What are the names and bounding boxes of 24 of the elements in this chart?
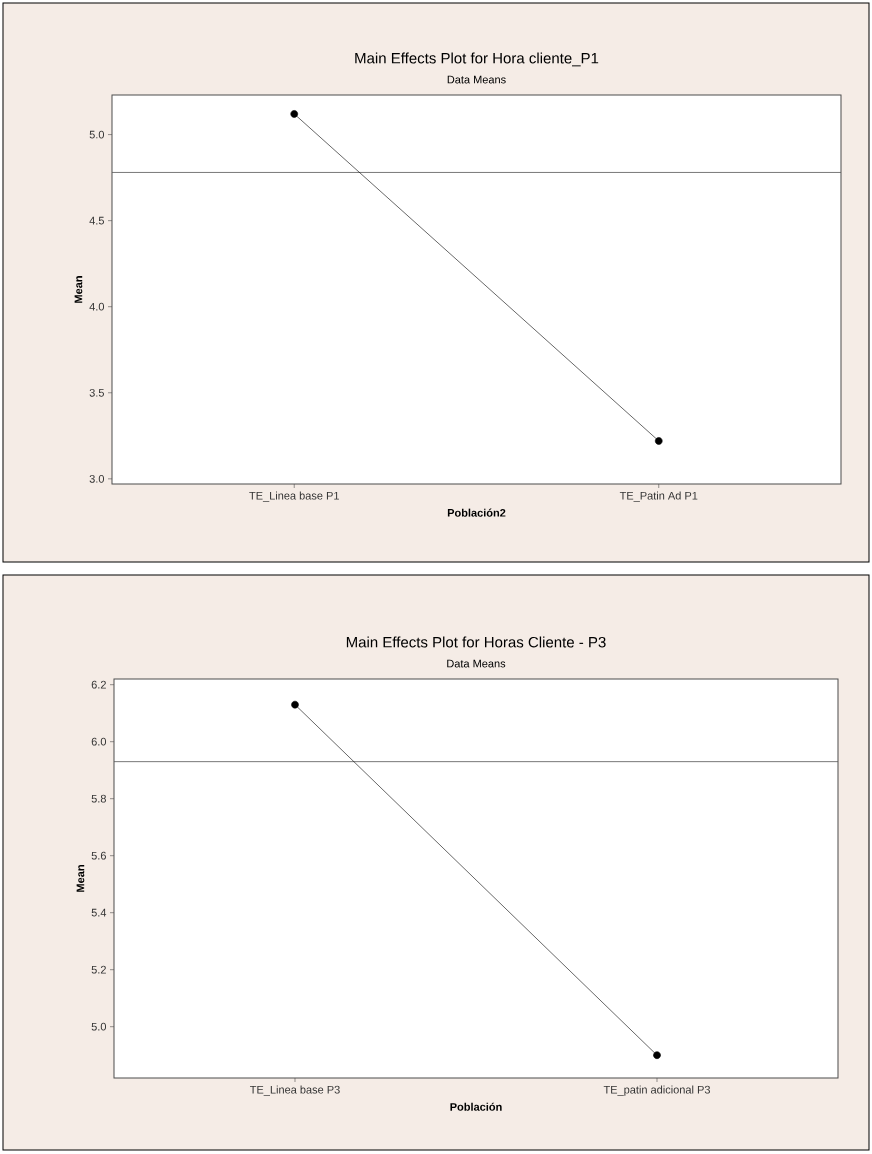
x-tick-label: TE_Patin Ad P1 <box>619 491 698 502</box>
y-tick-label: 6.2 <box>91 680 106 689</box>
y-tick-label: 4.0 <box>89 302 105 311</box>
x-tick-label: TE_Linea base P3 <box>250 1085 340 1096</box>
y-tick-label: 5.8 <box>91 794 106 803</box>
y-tick-label: 5.0 <box>91 1022 107 1031</box>
y-tick-label: 5.0 <box>89 130 105 139</box>
y-tick-label: 3.0 <box>89 474 105 483</box>
x-axis-title: Población2 <box>447 508 506 517</box>
y-tick-label: 5.2 <box>91 965 106 974</box>
y-tick-label: 6.0 <box>91 737 107 746</box>
x-axis-title: Población <box>450 1102 502 1111</box>
chart-title: Main Effects Plot for Hora cliente_P1 <box>355 52 599 67</box>
y-tick-label: 5.6 <box>91 851 106 860</box>
y-tick-label: 4.5 <box>89 216 104 225</box>
y-axis-title: Mean <box>74 276 83 303</box>
chart-subtitle: Data Means <box>447 659 506 668</box>
chart-title: Main Effects Plot for Horas Cliente - P3 <box>346 636 606 648</box>
x-tick-label: TE_patin adicional P3 <box>603 1085 710 1096</box>
y-tick-label: 3.5 <box>89 388 104 397</box>
y-tick-label: 5.4 <box>91 908 107 917</box>
x-tick-label: TE_Linea base P1 <box>249 491 339 502</box>
chart-subtitle: Data Means <box>447 75 506 84</box>
y-axis-title: Mean <box>76 865 85 892</box>
